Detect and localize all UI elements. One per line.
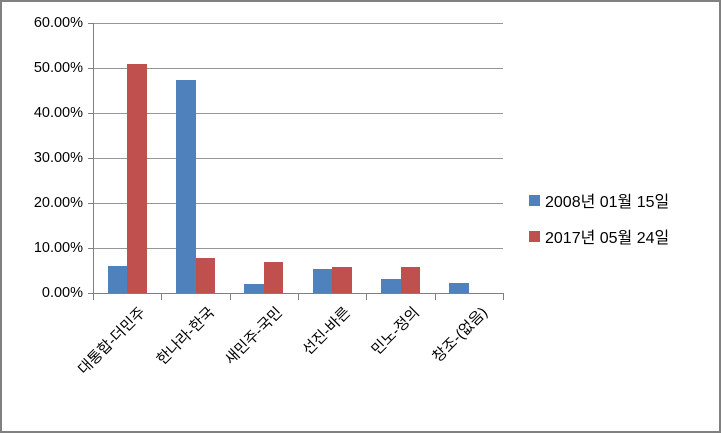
- x-axis-label: 한나라-한국: [153, 304, 218, 369]
- y-axis-tick: [88, 113, 93, 114]
- y-axis-tick: [88, 248, 93, 249]
- legend-item: 2017년 05월 24일: [529, 226, 670, 247]
- x-axis-label: 민노-정의: [367, 304, 423, 359]
- legend-label: 2017년 05월 24일: [545, 230, 670, 247]
- y-axis-line: [93, 23, 94, 293]
- x-axis-tick: [229, 294, 231, 300]
- y-axis-tick: [88, 293, 93, 294]
- x-axis-tick: [93, 294, 94, 300]
- gridline: [93, 158, 503, 159]
- legend-swatch-icon: [529, 230, 540, 242]
- y-axis-tick: [88, 203, 93, 204]
- x-axis-label: 창조-(없음): [429, 304, 491, 366]
- x-axis-line: [93, 293, 504, 294]
- bar-series1-cat4: [400, 267, 420, 293]
- y-axis-label: 10.00%: [33, 240, 83, 256]
- legend-swatch-icon: [529, 194, 540, 206]
- x-axis-label: 새민주-국민: [221, 304, 286, 369]
- legend-item: 2008년 01월 15일: [529, 190, 670, 211]
- x-axis-tick: [298, 294, 299, 300]
- gridline: [93, 248, 503, 249]
- y-axis-label: 30.00%: [33, 150, 83, 166]
- bar-series0-cat2: [244, 284, 264, 293]
- x-axis-tick: [161, 294, 163, 300]
- gridline: [93, 68, 503, 69]
- x-axis-tick: [503, 294, 504, 300]
- x-axis-tick: [434, 294, 436, 300]
- bar-series0-cat0: [107, 266, 128, 293]
- bar-series1-cat0: [127, 63, 147, 293]
- x-axis-label: 대통합-더민주: [75, 304, 150, 379]
- x-axis-label: 선진-바른: [299, 304, 355, 359]
- bar-series1-cat1: [195, 258, 215, 293]
- bar-series0-cat1: [176, 80, 196, 293]
- y-axis-label: 40.00%: [33, 105, 83, 121]
- bar-series0-cat3: [312, 269, 333, 293]
- y-axis-tick: [88, 68, 93, 69]
- bar-series1-cat2: [263, 261, 284, 293]
- y-axis-label: 20.00%: [33, 195, 83, 211]
- legend: 2008년 01월 15일 2017년 05월 24일: [529, 190, 669, 262]
- y-axis-tick: [88, 23, 93, 24]
- legend-label: 2008년 01월 15일: [545, 194, 670, 211]
- gridline: [93, 113, 503, 114]
- y-axis-label: 50.00%: [33, 60, 83, 76]
- y-axis-tick: [88, 158, 93, 159]
- y-axis-label: 0.00%: [41, 285, 83, 301]
- gridline: [93, 23, 503, 24]
- x-axis-tick: [366, 294, 368, 300]
- bar-series0-cat5: [449, 283, 469, 293]
- bar-series0-cat4: [381, 279, 401, 293]
- gridline: [93, 203, 503, 204]
- bar-series1-cat3: [332, 266, 352, 293]
- y-axis-label: 60.00%: [33, 15, 83, 31]
